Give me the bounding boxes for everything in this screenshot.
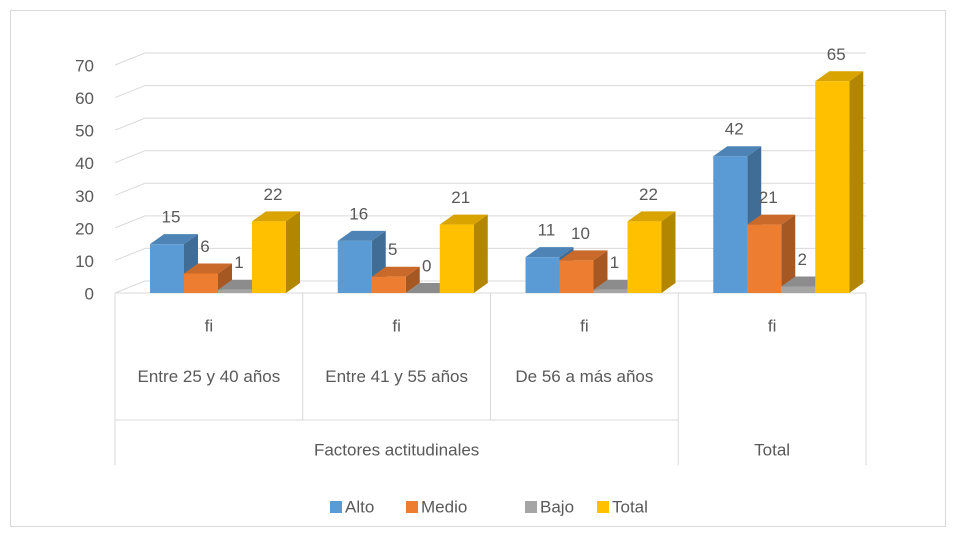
grid-line xyxy=(114,247,866,261)
bar xyxy=(559,260,594,293)
data-label: 22 xyxy=(639,185,658,204)
bar xyxy=(747,224,782,293)
bar xyxy=(593,289,628,293)
bar xyxy=(439,224,474,293)
x-subcategory-label: Entre 41 y 55 años xyxy=(325,367,468,386)
bar-side xyxy=(405,266,420,293)
bar-side xyxy=(286,211,300,293)
legend-label: Total xyxy=(612,497,648,516)
bar-top xyxy=(337,230,386,241)
bar xyxy=(252,221,286,293)
legend-label: Medio xyxy=(421,497,467,516)
group-label: Total xyxy=(754,440,790,459)
bar-top xyxy=(747,214,796,225)
grid-line xyxy=(114,150,866,164)
bar-top xyxy=(371,266,420,277)
grid-line xyxy=(114,85,866,99)
x-tick-label: fi xyxy=(392,316,401,335)
bar xyxy=(781,286,816,293)
grid-line xyxy=(114,117,866,131)
x-tick-label: fi xyxy=(580,316,589,335)
bar xyxy=(337,240,372,293)
data-label: 2 xyxy=(798,250,807,269)
legend-label: Alto xyxy=(345,497,374,516)
bar-top xyxy=(184,263,232,274)
bar xyxy=(150,244,184,293)
chart-border xyxy=(10,10,946,527)
bar xyxy=(627,221,662,293)
bar-top xyxy=(439,214,488,225)
group-label: Factores actitudinales xyxy=(314,440,479,459)
data-label: 65 xyxy=(827,45,846,64)
bar xyxy=(184,273,218,293)
data-label: 10 xyxy=(571,224,590,243)
x-tick-label: fi xyxy=(768,316,777,335)
grid-line xyxy=(114,182,866,196)
data-label: 16 xyxy=(349,204,368,223)
data-label: 22 xyxy=(264,185,283,204)
bar-side xyxy=(849,71,864,294)
bar-side xyxy=(473,214,488,293)
legend-swatch xyxy=(597,501,609,513)
data-label: 21 xyxy=(759,188,778,207)
y-tick-label: 70 xyxy=(75,56,94,75)
y-tick-label: 30 xyxy=(75,187,94,206)
y-tick-label: 20 xyxy=(75,219,94,238)
bar-top xyxy=(525,247,574,258)
y-tick-label: 60 xyxy=(75,89,94,108)
data-label: 15 xyxy=(162,208,181,227)
bar xyxy=(713,156,748,293)
bar-top xyxy=(252,211,300,222)
data-label: 21 xyxy=(451,188,470,207)
y-tick-label: 0 xyxy=(85,284,94,303)
bar-top xyxy=(559,250,608,261)
x-subcategory-label: De 56 a más años xyxy=(515,367,654,386)
legend-swatch xyxy=(406,501,418,513)
bar-top xyxy=(150,234,198,245)
legend-swatch xyxy=(525,501,537,513)
y-tick-label: 50 xyxy=(75,122,94,141)
bar xyxy=(815,81,850,294)
data-label: 11 xyxy=(538,221,556,240)
data-label: 1 xyxy=(234,253,243,272)
grid-line xyxy=(114,215,866,229)
data-label: 0 xyxy=(422,256,431,275)
bar-top xyxy=(815,71,864,82)
x-subcategory-label: Entre 25 y 40 años xyxy=(137,367,281,386)
bar-side xyxy=(218,263,232,293)
x-tick-label: fi xyxy=(205,316,214,335)
bar xyxy=(525,257,560,293)
data-label: 6 xyxy=(200,237,209,256)
grid-line xyxy=(114,52,866,66)
bar xyxy=(371,276,406,293)
bar-side xyxy=(781,214,796,293)
bar-top xyxy=(713,146,762,157)
legend-label: Bajo xyxy=(540,497,574,516)
bar xyxy=(218,289,252,293)
data-label: 5 xyxy=(388,240,397,259)
legend-swatch xyxy=(330,501,342,513)
y-tick-label: 40 xyxy=(75,154,94,173)
bar-top xyxy=(627,211,676,222)
data-label: 42 xyxy=(725,120,744,139)
data-label: 1 xyxy=(610,253,619,272)
bar-side xyxy=(661,211,676,293)
y-tick-label: 10 xyxy=(75,252,94,271)
